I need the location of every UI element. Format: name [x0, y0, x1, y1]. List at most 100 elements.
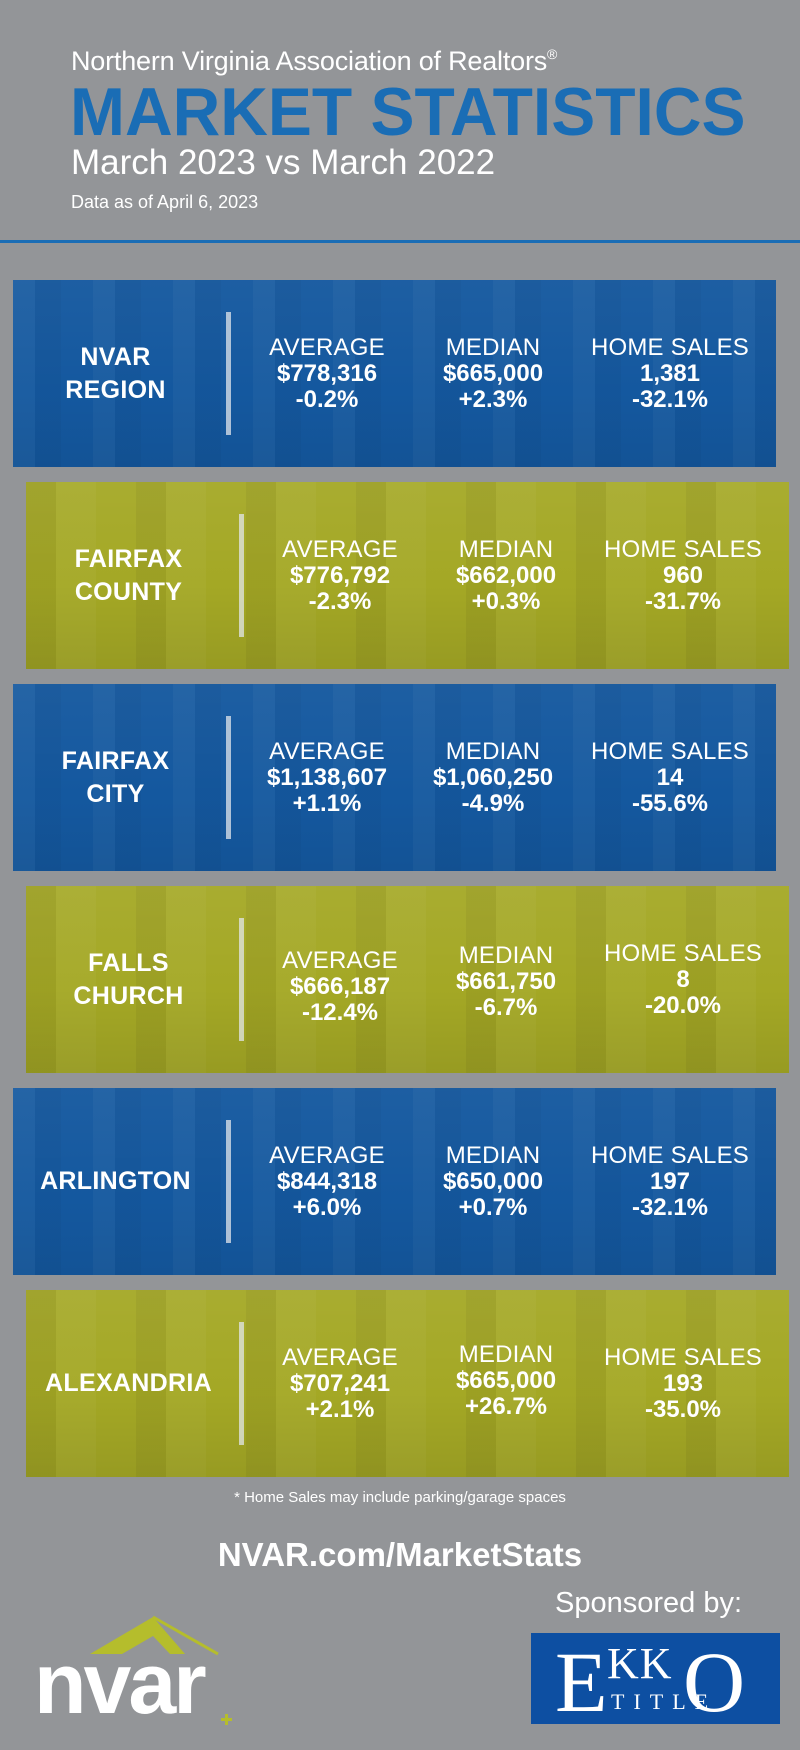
average-change: +6.0%	[292, 1193, 362, 1221]
average-value: $666,187	[289, 972, 391, 1000]
home-sales-change: -20.0%	[644, 991, 722, 1019]
median-stat: MEDIAN $1,060,250 -4.9%	[398, 684, 588, 871]
average-value: $778,316	[276, 359, 378, 387]
home-sales-change: -32.1%	[631, 1193, 709, 1221]
page-title: MARKET STATISTICS	[70, 74, 746, 150]
svg-text:nvar: nvar	[34, 1636, 206, 1725]
median-label: MEDIAN	[445, 1141, 541, 1169]
average-stat: AVERAGE $707,241 +2.1%	[245, 1290, 435, 1477]
average-change: -2.3%	[308, 587, 372, 615]
region-name: NVAR REGION	[65, 342, 166, 404]
average-change: -0.2%	[295, 385, 359, 413]
vertical-divider	[239, 514, 244, 637]
home-sales-stat: HOME SALES 960 -31.7%	[588, 482, 778, 669]
average-change: +1.1%	[292, 789, 362, 817]
home-sales-value: 197	[649, 1167, 691, 1195]
average-label: AVERAGE	[282, 535, 398, 563]
median-label: MEDIAN	[458, 535, 554, 563]
home-sales-label: HOME SALES	[590, 737, 750, 765]
median-stat: MEDIAN $665,000 +2.3%	[398, 280, 588, 467]
rowhouse-background-image	[26, 1290, 789, 1477]
street-background-image	[13, 684, 776, 871]
region-card-nvar-region: NVAR REGION AVERAGE $778,316 -0.2% MEDIA…	[13, 280, 776, 467]
average-label: AVERAGE	[269, 333, 385, 361]
svg-text:TITLE: TITLE	[611, 1689, 717, 1714]
median-stat: MEDIAN $662,000 +0.3%	[411, 482, 601, 669]
region-card-fairfax-county: FAIRFAX COUNTY AVERAGE $776,792 -2.3% ME…	[26, 482, 789, 669]
median-value: $1,060,250	[432, 763, 554, 791]
median-value: $650,000	[442, 1167, 544, 1195]
home-sales-change: -55.6%	[631, 789, 709, 817]
home-sales-stat: HOME SALES 197 -32.1%	[575, 1088, 765, 1275]
average-change: +2.1%	[305, 1395, 375, 1423]
average-label: AVERAGE	[269, 737, 385, 765]
vertical-divider	[226, 716, 231, 839]
home-sales-value: 14	[656, 763, 684, 791]
header-divider	[0, 240, 800, 243]
nvar-house-logo-icon: nvar	[34, 1615, 232, 1732]
median-change: -6.7%	[474, 993, 538, 1021]
vertical-divider	[239, 918, 244, 1041]
registered-mark: ®	[547, 46, 558, 62]
region-name: ALEXANDRIA	[45, 1369, 212, 1397]
home-sales-label: HOME SALES	[603, 939, 763, 967]
average-change: -12.4%	[301, 998, 379, 1026]
median-label: MEDIAN	[445, 737, 541, 765]
home-sales-value: 8	[676, 965, 690, 993]
vertical-divider	[226, 1120, 231, 1243]
average-stat: AVERAGE $666,187 -12.4%	[245, 886, 435, 1073]
region-card-fairfax-city: FAIRFAX CITY AVERAGE $1,138,607 +1.1% ME…	[13, 684, 776, 871]
median-value: $661,750	[455, 967, 557, 995]
average-value: $707,241	[289, 1369, 391, 1397]
home-sales-value: 1,381	[639, 359, 701, 387]
median-change: +0.7%	[458, 1193, 528, 1221]
svg-text:O: O	[683, 1634, 745, 1724]
median-stat: MEDIAN $665,000 +26.7%	[411, 1290, 601, 1477]
median-value: $662,000	[455, 561, 557, 589]
average-stat: AVERAGE $776,792 -2.3%	[245, 482, 435, 669]
home-sales-stat: HOME SALES 8 -20.0%	[588, 886, 778, 1073]
org-name-text: Northern Virginia Association of Realtor…	[71, 46, 548, 76]
median-change: +0.3%	[471, 587, 541, 615]
average-value: $1,138,607	[266, 763, 388, 791]
average-label: AVERAGE	[282, 1343, 398, 1371]
home-sales-footnote: * Home Sales may include parking/garage …	[234, 1489, 566, 1506]
region-name: FAIRFAX CITY	[61, 746, 170, 808]
sponsored-by-label: Sponsored by:	[555, 1587, 743, 1619]
region-name: FAIRFAX COUNTY	[74, 544, 183, 606]
highrise-background-image	[13, 1088, 776, 1275]
median-stat: MEDIAN $650,000 +0.7%	[398, 1088, 588, 1275]
building-background-image	[26, 482, 789, 669]
average-stat: AVERAGE $844,318 +6.0%	[232, 1088, 422, 1275]
home-sales-label: HOME SALES	[590, 1141, 750, 1169]
svg-text:E: E	[555, 1634, 608, 1724]
home-sales-value: 960	[662, 561, 704, 589]
region-card-arlington: ARLINGTON AVERAGE $844,318 +6.0% MEDIAN …	[13, 1088, 776, 1275]
median-label: MEDIAN	[458, 941, 554, 969]
home-sales-label: HOME SALES	[603, 535, 763, 563]
median-change: +2.3%	[458, 385, 528, 413]
svg-text:KK: KK	[607, 1639, 673, 1688]
ekko-title-logo: E KK O TITLE	[531, 1633, 780, 1724]
home-sales-value: 193	[662, 1369, 704, 1397]
data-date: Data as of April 6, 2023	[71, 192, 259, 212]
nvar-logo: nvar	[30, 1610, 280, 1732]
park-background-image	[26, 886, 789, 1073]
median-stat: MEDIAN $661,750 -6.7%	[411, 886, 601, 1073]
average-value: $844,318	[276, 1167, 378, 1195]
home-sales-change: -32.1%	[631, 385, 709, 413]
average-value: $776,792	[289, 561, 391, 589]
region-card-alexandria: ALEXANDRIA AVERAGE $707,241 +2.1% MEDIAN…	[26, 1290, 789, 1477]
home-sales-stat: HOME SALES 14 -55.6%	[575, 684, 765, 871]
average-label: AVERAGE	[282, 946, 398, 974]
market-stats-link[interactable]: NVAR.com/MarketStats	[217, 1536, 583, 1573]
org-name: Northern Virginia Association of Realtor…	[71, 46, 557, 77]
median-change: -4.9%	[461, 789, 525, 817]
home-sales-change: -35.0%	[644, 1395, 722, 1423]
median-change: +26.7%	[464, 1392, 548, 1420]
home-sales-change: -31.7%	[644, 587, 722, 615]
home-sales-label: HOME SALES	[603, 1343, 763, 1371]
region-name: ARLINGTON	[40, 1167, 191, 1195]
skyline-background-image	[13, 280, 776, 467]
average-stat: AVERAGE $1,138,607 +1.1%	[232, 684, 422, 871]
